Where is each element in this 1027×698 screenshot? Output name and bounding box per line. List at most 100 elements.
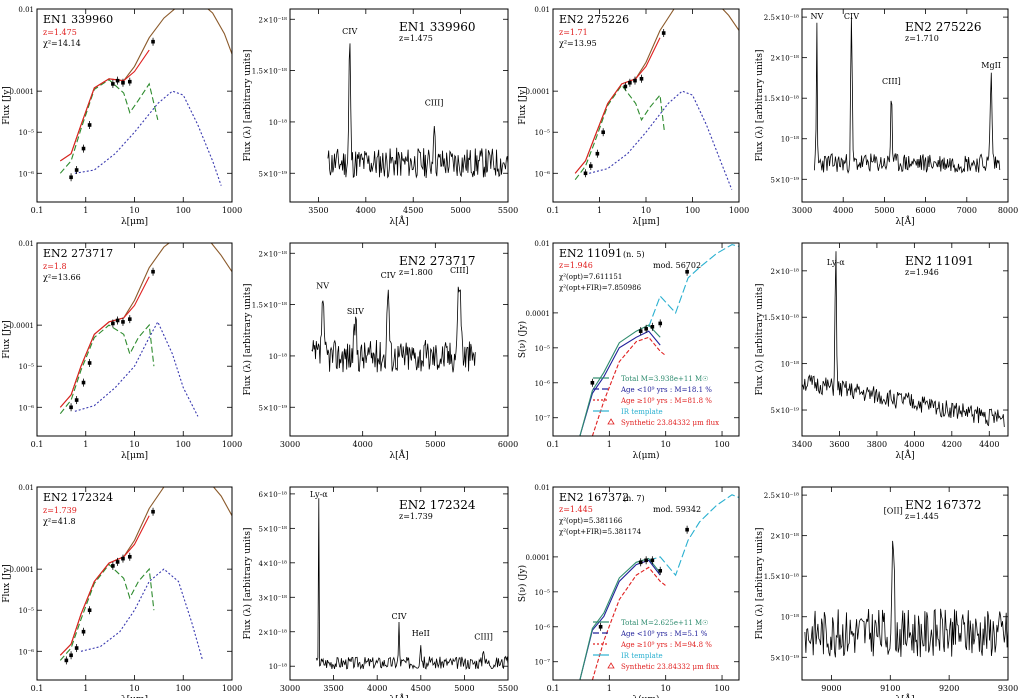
y-tick-label: 2×10⁻¹⁸ bbox=[770, 55, 799, 63]
series-line bbox=[59, 79, 159, 174]
y-tick-label: 0.0001 bbox=[10, 88, 35, 96]
legend-label: Age ≥10⁹ yrs : M=81.8 % bbox=[620, 397, 712, 405]
chi2-opt-label: χ²(opt)=7.611151 bbox=[559, 273, 622, 281]
x-axis-label: λ[μm] bbox=[121, 217, 148, 227]
plot-frame bbox=[36, 486, 233, 681]
x-tick-label: 9100 bbox=[880, 684, 900, 693]
x-axis-label: λ[μm] bbox=[121, 695, 148, 698]
panel-spec: 3000 3500 4000 4500 5000 5500 6×10⁻¹⁸ 5×10⁻¹⁸ 4×… bbox=[242, 486, 518, 698]
y-tick-label: 5×10⁻¹⁹ bbox=[258, 404, 287, 412]
data-point bbox=[623, 84, 628, 89]
y-axis-label: Flux [Jy] bbox=[518, 86, 528, 125]
emission-line-label: [OII] bbox=[884, 506, 903, 515]
spectrum-line bbox=[804, 540, 1008, 658]
y-tick-label: 1.5×10⁻¹⁸ bbox=[764, 95, 799, 103]
emission-line-label: CIV bbox=[844, 12, 859, 21]
y-tick-label: 10⁻⁷ bbox=[535, 659, 551, 667]
x-tick-label: 4000 bbox=[356, 206, 376, 215]
data-point bbox=[121, 556, 125, 561]
chi2-opt-label: χ²(opt)=5.381166 bbox=[559, 517, 623, 525]
redshift-label: z=1.8 bbox=[43, 262, 67, 271]
legend-marker bbox=[607, 662, 615, 669]
source-name: EN2 172324 bbox=[43, 491, 113, 504]
data-point bbox=[81, 380, 86, 385]
data-point bbox=[589, 164, 593, 168]
panel-sed: 0.1 1 10 100 1000 0.01 0.0001 10⁻⁵ 10⁻⁶ λ[μm] Flux… bbox=[518, 6, 749, 227]
emission-line-label: CIV bbox=[342, 27, 357, 36]
x-axis-label: λ[Å] bbox=[389, 449, 408, 461]
n-label: (n. 5) bbox=[623, 250, 645, 259]
data-point bbox=[127, 554, 132, 559]
x-tick-label: 100 bbox=[176, 440, 191, 449]
y-axis-label: Flux [Jy] bbox=[2, 86, 12, 125]
y-tick-label: 5×10⁻¹⁹ bbox=[770, 407, 799, 415]
y-tick-label: 10⁻⁶ bbox=[19, 648, 35, 656]
x-tick-label: 1 bbox=[83, 684, 88, 693]
plot-area bbox=[579, 494, 739, 680]
y-axis-label: Flux (λ) [arbitrary units] bbox=[754, 527, 765, 639]
y-tick-label: 10⁻⁵ bbox=[19, 129, 35, 137]
x-tick-label: 4000 bbox=[904, 440, 924, 449]
x-tick-label: 4400 bbox=[979, 440, 999, 449]
redshift-label: z=1.475 bbox=[43, 28, 77, 37]
data-point bbox=[74, 398, 79, 402]
y-tick-label: 1.5×10⁻¹⁸ bbox=[764, 573, 799, 581]
x-tick-label: 5000 bbox=[454, 684, 474, 693]
redshift-label: z=1.445 bbox=[905, 512, 939, 521]
plot-frame bbox=[289, 8, 509, 203]
y-tick-label: 0.0001 bbox=[526, 88, 551, 96]
legend-label: Synthetic 23.84332 μm flux bbox=[621, 663, 719, 671]
data-point bbox=[685, 527, 689, 532]
x-tick-label: 5500 bbox=[498, 206, 518, 215]
data-point bbox=[111, 564, 115, 568]
x-tick-label: 100 bbox=[176, 684, 191, 693]
emission-line-label: NV bbox=[810, 12, 823, 21]
plot-area bbox=[59, 9, 232, 186]
x-tick-label: 1 bbox=[83, 206, 88, 215]
n-label: (n. 7) bbox=[623, 494, 645, 503]
emission-line-label: SiIV bbox=[347, 307, 364, 316]
spectrum-line bbox=[814, 17, 1001, 174]
redshift-label: z=1.800 bbox=[399, 268, 433, 277]
y-axis-label: Flux [Jy] bbox=[2, 320, 12, 359]
data-point bbox=[644, 327, 648, 331]
panel-sed: 0.1 1 10 100 1000 0.01 0.0001 10⁻⁵ 10⁻⁶ λ[μm] Flux… bbox=[2, 6, 242, 227]
x-tick-label: 8000 bbox=[998, 206, 1018, 215]
y-tick-label: 0.01 bbox=[534, 6, 550, 14]
y-tick-label: 0.01 bbox=[534, 484, 550, 492]
y-tick-label: 1.5×10⁻¹⁸ bbox=[252, 302, 287, 310]
data-point bbox=[633, 78, 637, 83]
data-point bbox=[638, 329, 643, 333]
series-line bbox=[574, 84, 666, 181]
y-tick-label: 5×10⁻¹⁹ bbox=[258, 170, 287, 178]
plot-area bbox=[311, 286, 476, 373]
redshift-label: z=1.946 bbox=[559, 261, 593, 270]
x-axis-label: λ[Å] bbox=[389, 693, 408, 698]
y-tick-label: 2×10⁻¹⁸ bbox=[258, 16, 287, 24]
y-tick-label: 0.0001 bbox=[526, 310, 551, 318]
series-line bbox=[59, 515, 150, 656]
x-tick-label: 1000 bbox=[729, 206, 749, 215]
data-point bbox=[595, 151, 600, 156]
source-name: EN2 172324 bbox=[399, 498, 476, 512]
x-tick-label: 10 bbox=[641, 206, 651, 215]
chi2-label: χ²=14.14 bbox=[43, 39, 81, 48]
y-tick-label: 5×10⁻¹⁹ bbox=[770, 654, 799, 662]
series-line bbox=[59, 276, 150, 408]
x-tick-label: 10 bbox=[129, 440, 139, 449]
redshift-label: z=1.739 bbox=[43, 506, 77, 515]
y-tick-label: 10⁻⁶ bbox=[535, 170, 551, 178]
data-point bbox=[583, 171, 588, 176]
x-tick-label: 3000 bbox=[792, 206, 812, 215]
plot-area bbox=[579, 244, 739, 436]
plot-frame bbox=[801, 8, 1009, 203]
emission-line-label: Ly-α bbox=[827, 258, 845, 267]
source-name: EN1 339960 bbox=[43, 13, 113, 26]
legend-label: Age <10⁹ yrs : M=18.1 % bbox=[620, 386, 712, 394]
x-tick-label: 100 bbox=[714, 684, 729, 693]
source-name: EN2 275226 bbox=[905, 20, 982, 34]
x-axis-label: λ[Å] bbox=[895, 449, 914, 461]
plot-frame bbox=[36, 242, 233, 437]
data-point bbox=[127, 79, 132, 84]
data-point bbox=[74, 646, 79, 650]
